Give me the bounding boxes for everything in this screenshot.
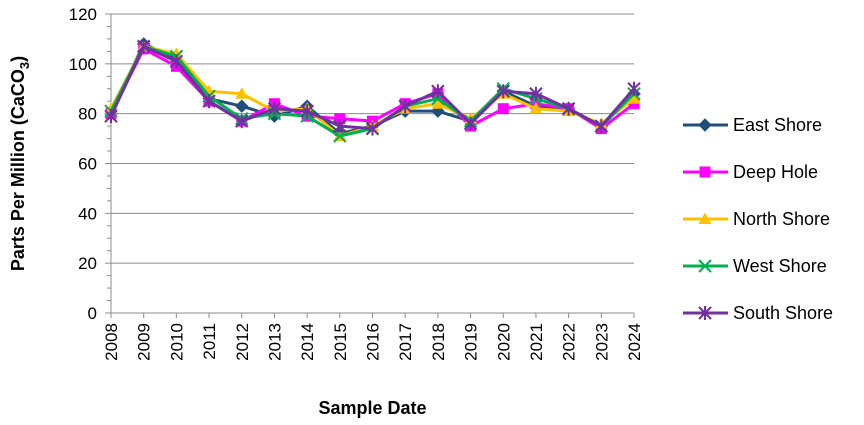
data-point [104,109,118,124]
y-axis-ticks: 0 20 40 60 80 100 120 [69,5,97,323]
data-point [300,104,314,119]
data-point [594,119,609,134]
x-tick-label: 2010 [167,323,186,361]
x-tick-label: 2014 [298,323,317,361]
data-point [235,99,249,113]
x-tick-label: 2015 [331,323,350,361]
legend-marker [698,212,712,224]
x-axis-ticks: 2008 2009 2010 2011 2012 2013 2014 2015 2016 2017… [102,323,644,361]
y-axis-title: Parts Per Million (CaCO3) [8,56,32,271]
data-point [496,84,510,99]
y-tick-label: 40 [78,204,97,223]
x-tick-label: 2008 [102,323,121,361]
legend: East Shore Deep Hole North Shore West Shore… [683,115,833,323]
data-point [365,121,380,136]
series-south-shore [104,39,641,136]
y-axis-title-subscript: 3 [17,62,32,69]
y-tick-label: 80 [78,105,97,124]
legend-marker [699,166,711,178]
legend-item: East Shore [683,115,822,135]
data-point [398,99,412,114]
y-tick-label: 60 [78,155,97,174]
data-point [333,119,347,134]
y-tick-label: 0 [88,304,97,323]
data-point [431,97,445,109]
gridlines [111,13,634,264]
data-point [136,39,151,54]
data-point [561,101,576,116]
x-tick-label: 2024 [625,323,644,361]
y-tick-label: 100 [69,55,97,74]
y-axis-title-close: ) [8,56,28,62]
x-tick-label: 2012 [233,323,252,361]
legend-label: East Shore [733,115,822,135]
data-point [202,94,216,109]
data-point [431,84,445,99]
legend-label: North Shore [733,209,830,229]
legend-item: West Shore [683,256,827,276]
data-point [235,87,249,99]
x-tick-label: 2016 [364,323,383,361]
legend-marker [698,306,712,320]
data-point [529,86,543,101]
data-point [529,102,543,114]
data-point [627,92,641,104]
x-axis-title: Sample Date [318,398,426,418]
data-point [267,101,282,116]
data-point [497,103,509,115]
data-point [463,116,478,131]
data-point [169,54,184,69]
x-tick-label: 2019 [462,323,481,361]
data-point [334,113,346,125]
series-group [104,37,641,143]
legend-label: West Shore [733,256,827,276]
x-tick-label: 2021 [527,323,546,361]
legend-item: South Shore [683,303,833,323]
legend-label: South Shore [733,303,833,323]
legend-item: North Shore [683,209,830,229]
x-tick-label: 2023 [592,323,611,361]
x-tick-label: 2017 [396,323,415,361]
x-tick-label: 2018 [429,323,448,361]
x-tick-label: 2020 [494,323,513,361]
legend-marker [698,259,712,273]
legend-item: Deep Hole [683,162,818,182]
x-tick-label: 2011 [200,323,219,360]
legend-label: Deep Hole [733,162,818,182]
legend-marker [698,118,712,132]
y-axis-title-main: Parts Per Million (CaCO [8,69,28,271]
data-point [333,129,347,143]
x-tick-label: 2013 [265,323,284,361]
y-tick-label: 20 [78,254,97,273]
x-tick-label: 2009 [135,323,154,361]
data-point [627,81,641,96]
data-point [235,114,249,129]
axes [105,13,635,318]
x-tick-label: 2022 [560,323,579,361]
y-tick-label: 120 [69,5,97,24]
